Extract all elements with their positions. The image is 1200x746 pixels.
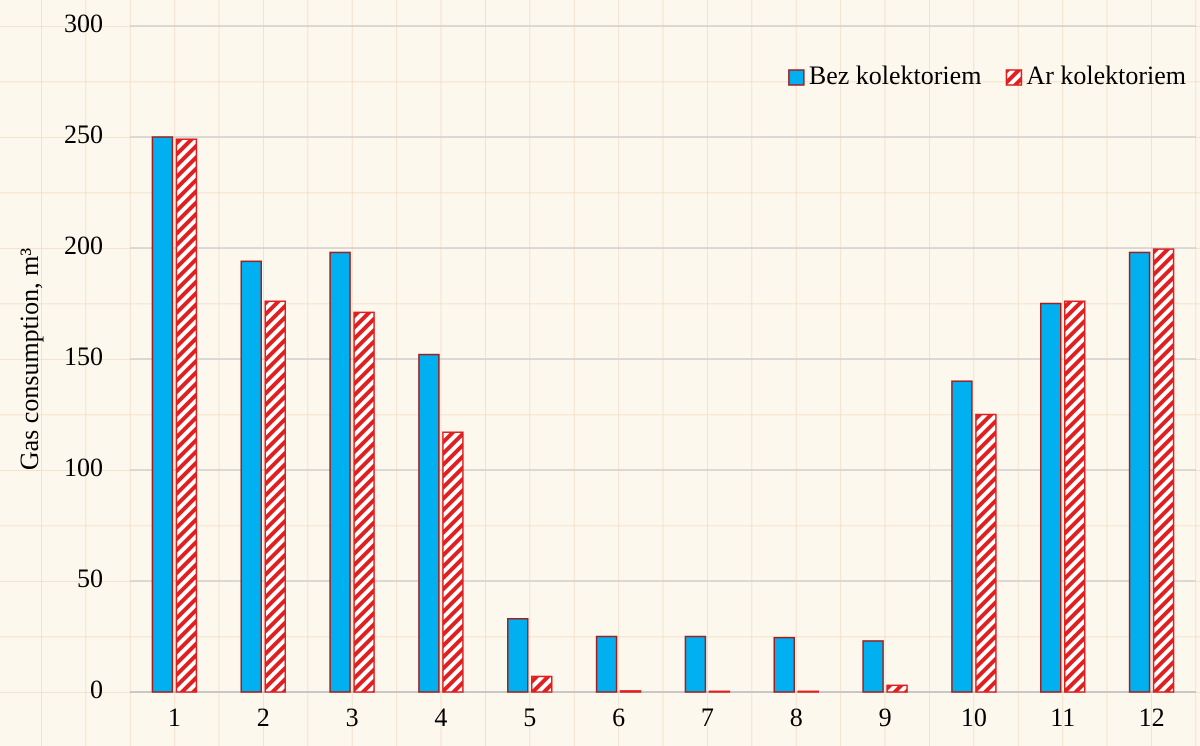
bar	[1040, 302, 1062, 693]
bar	[175, 138, 198, 693]
legend-label: Bez kolektoriem	[809, 61, 982, 90]
x-tick-label: 9	[879, 703, 892, 732]
bar	[619, 690, 642, 693]
bar	[595, 635, 618, 693]
bar	[708, 690, 731, 693]
bar	[684, 635, 707, 693]
legend-swatch	[788, 69, 805, 86]
x-tick-label: 11	[1050, 703, 1075, 732]
y-tick-label: 150	[64, 342, 103, 371]
bar	[240, 260, 262, 693]
x-tick-label: 12	[1139, 703, 1165, 732]
legend-label: Ar kolektoriem	[1026, 61, 1186, 90]
y-axis-label: Gas consumption, m³	[15, 248, 44, 470]
bar	[1128, 251, 1151, 693]
bar	[886, 684, 908, 693]
x-tick-label: 3	[346, 703, 359, 732]
bar	[353, 311, 375, 693]
bar	[1152, 248, 1175, 693]
bar	[862, 640, 884, 693]
bar	[418, 353, 440, 693]
x-tick-label: 6	[612, 703, 625, 732]
bar	[329, 251, 351, 693]
bar	[773, 636, 795, 693]
x-tick-label: 10	[961, 703, 987, 732]
bar	[531, 675, 553, 693]
x-tick-label: 5	[523, 703, 536, 732]
y-tick-label: 250	[64, 120, 103, 149]
y-tick-label: 300	[64, 9, 103, 38]
bar	[951, 380, 973, 693]
x-tick-label: 2	[257, 703, 270, 732]
bar	[1064, 300, 1086, 693]
x-tick-label: 4	[434, 703, 447, 732]
y-tick-label: 100	[64, 453, 103, 482]
bar	[264, 300, 286, 693]
x-tick-label: 8	[790, 703, 803, 732]
x-tick-label: 7	[701, 703, 714, 732]
x-tick-label: 1	[168, 703, 181, 732]
legend-swatch	[1005, 69, 1023, 86]
y-tick-label: 200	[64, 231, 103, 260]
bar	[797, 690, 819, 693]
bar	[442, 431, 464, 693]
bar	[975, 413, 997, 693]
bar	[151, 136, 174, 693]
bar	[507, 617, 529, 693]
y-tick-label: 50	[77, 564, 103, 593]
y-tick-label: 0	[90, 675, 103, 704]
